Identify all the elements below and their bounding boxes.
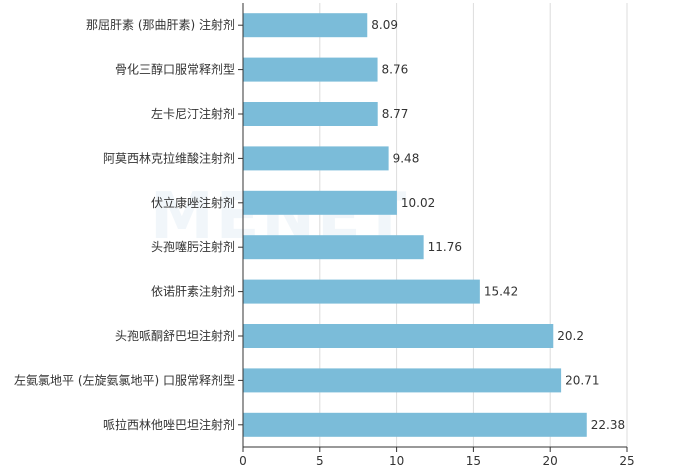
value-label: 15.42: [484, 285, 518, 299]
x-axis: 0 5 10 15 20 25: [238, 3, 635, 468]
bars: [243, 13, 587, 437]
bar: [243, 57, 378, 82]
value-labels: 8.09 8.76 8.77 9.48 10.02 11.76 15.42 20.2 20.71…: [371, 18, 625, 432]
category-label: 左氨氯地平 (左旋氨氯地平) 口服常释剂型: [14, 372, 235, 387]
category-labels: 那屈肝素 (那曲肝素) 注射剂骨化三醇口服常释剂型左卡尼汀注射剂阿莫西林克拉维酸…: [14, 17, 235, 432]
bar: [243, 102, 378, 126]
category-label: 阿莫西林克拉维酸注射剂: [103, 150, 235, 165]
bar: [243, 412, 587, 437]
x-tick-label: 10: [389, 454, 404, 468]
bar: [243, 368, 562, 393]
x-tick-label: 5: [316, 454, 324, 468]
category-label: 那屈肝素 (那曲肝素) 注射剂: [86, 17, 235, 32]
category-label: 骨化三醇口服常释剂型: [115, 62, 235, 77]
bar: [243, 235, 424, 260]
value-label: 20.71: [565, 373, 599, 387]
value-label: 22.38: [591, 418, 625, 432]
value-label: 8.77: [382, 107, 409, 121]
bar: [243, 13, 368, 38]
value-label: 11.76: [428, 240, 462, 254]
category-label: 依诺肝素注射剂: [151, 284, 235, 299]
value-label: 10.02: [401, 196, 435, 210]
category-label: 伏立康唑注射剂: [151, 195, 235, 210]
value-label: 20.2: [557, 329, 584, 343]
category-label: 哌拉西林他唑巴坦注射剂: [103, 417, 235, 432]
x-tick-label: 20: [543, 454, 558, 468]
x-tick-label: 0: [239, 454, 247, 468]
value-label: 8.76: [382, 63, 409, 77]
bar: [243, 146, 389, 171]
category-label: 头孢哌酮舒巴坦注射剂: [115, 328, 235, 343]
value-label: 9.48: [393, 151, 420, 165]
bar: [243, 279, 480, 304]
bar: [243, 190, 397, 215]
x-tick-label: 15: [466, 454, 481, 468]
category-label: 头孢噻肟注射剂: [151, 239, 235, 254]
category-label: 左卡尼汀注射剂: [151, 106, 235, 121]
x-tick-label: 25: [619, 454, 634, 468]
value-label: 8.09: [371, 18, 398, 32]
bar: [243, 324, 554, 348]
